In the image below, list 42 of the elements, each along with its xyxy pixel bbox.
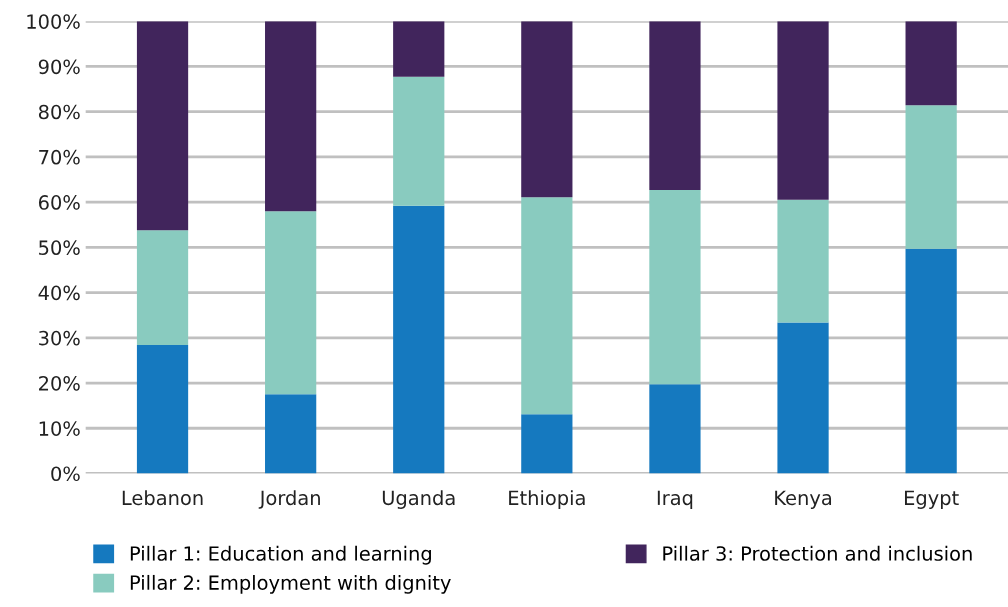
y-tick-label: 70% bbox=[39, 149, 80, 165]
x-tick-label: Ethiopia bbox=[509, 490, 585, 509]
bar bbox=[777, 322, 829, 474]
bar bbox=[905, 21, 957, 106]
bar bbox=[265, 211, 317, 395]
bar bbox=[905, 105, 957, 249]
legend-label: Pillar 2: Employment with dignity bbox=[130, 574, 451, 594]
y-tick-label: 80% bbox=[38, 104, 80, 120]
y-tick-label: 90% bbox=[38, 59, 80, 75]
x-tick-label: Egypt bbox=[904, 490, 959, 509]
y-tick-label: 50% bbox=[39, 240, 80, 256]
y-tick-label: 40% bbox=[38, 285, 80, 301]
bar bbox=[905, 248, 957, 474]
bar bbox=[521, 414, 573, 474]
bar bbox=[136, 21, 189, 231]
bar bbox=[777, 21, 829, 200]
x-tick-label: Jordan bbox=[258, 490, 320, 509]
bar bbox=[393, 21, 445, 77]
bar bbox=[649, 21, 701, 190]
bar bbox=[393, 205, 445, 474]
legend-label: Pillar 3: Protection and inclusion bbox=[663, 545, 972, 561]
y-tick-label: 20% bbox=[39, 375, 80, 391]
bar bbox=[649, 384, 701, 474]
bar bbox=[521, 197, 573, 415]
bar bbox=[265, 394, 317, 474]
y-tick-label: 60% bbox=[38, 195, 80, 210]
bar bbox=[521, 21, 573, 198]
bar bbox=[393, 76, 445, 206]
bar bbox=[136, 345, 189, 474]
y-tick-label: 10% bbox=[39, 421, 80, 436]
bar bbox=[649, 189, 701, 385]
x-tick-label: Lebanon bbox=[122, 490, 203, 506]
legend-label: Pillar 1: Education and learning bbox=[130, 545, 431, 565]
y-tick-label: 100% bbox=[27, 14, 80, 29]
bar bbox=[777, 199, 829, 323]
x-tick-label: Uganda bbox=[382, 490, 455, 509]
x-tick-label: Kenya bbox=[775, 490, 832, 509]
bar bbox=[136, 230, 189, 346]
bar bbox=[265, 21, 317, 212]
x-tick-label: Iraq bbox=[657, 490, 693, 509]
y-tick-label: 30% bbox=[39, 330, 80, 346]
y-tick-label: 0% bbox=[51, 466, 80, 482]
